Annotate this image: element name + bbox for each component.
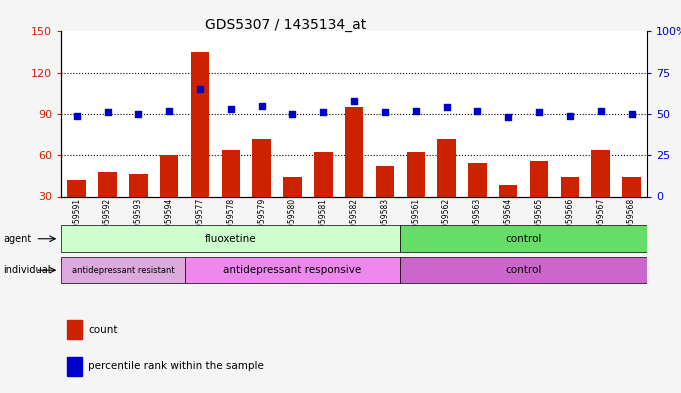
FancyBboxPatch shape xyxy=(400,257,647,283)
Point xyxy=(565,112,575,119)
Bar xyxy=(468,163,487,238)
Bar xyxy=(67,320,82,340)
Point xyxy=(133,111,144,117)
Point xyxy=(503,114,513,120)
Bar xyxy=(191,52,209,238)
Bar xyxy=(253,139,271,238)
Text: control: control xyxy=(505,265,542,275)
Bar xyxy=(129,174,148,238)
FancyBboxPatch shape xyxy=(61,257,185,283)
Point xyxy=(72,112,82,119)
Bar xyxy=(67,180,86,238)
Point xyxy=(595,108,606,114)
Point xyxy=(626,111,637,117)
Bar xyxy=(98,172,116,238)
Text: control: control xyxy=(505,234,542,244)
Point xyxy=(102,109,113,116)
Point xyxy=(411,108,422,114)
Point xyxy=(349,97,360,104)
Bar xyxy=(376,166,394,238)
Point xyxy=(318,109,329,116)
Text: individual: individual xyxy=(3,265,51,275)
Point xyxy=(256,103,267,109)
Bar xyxy=(314,152,332,238)
Bar xyxy=(283,177,302,238)
Text: percentile rank within the sample: percentile rank within the sample xyxy=(89,361,264,371)
Point xyxy=(163,108,174,114)
Text: antidepressant responsive: antidepressant responsive xyxy=(223,265,362,275)
Point xyxy=(534,109,545,116)
Bar xyxy=(67,357,82,376)
Bar xyxy=(437,139,456,238)
FancyBboxPatch shape xyxy=(61,226,400,252)
Bar xyxy=(160,155,178,238)
Bar xyxy=(221,150,240,238)
Bar xyxy=(530,161,548,238)
Bar xyxy=(407,152,425,238)
Bar xyxy=(345,107,364,238)
Bar xyxy=(560,177,579,238)
Point xyxy=(379,109,390,116)
FancyBboxPatch shape xyxy=(185,257,400,283)
Text: agent: agent xyxy=(3,234,31,244)
Text: antidepressant resistant: antidepressant resistant xyxy=(72,266,174,275)
Point xyxy=(195,86,206,92)
Point xyxy=(225,106,236,112)
Bar xyxy=(499,185,518,238)
Bar xyxy=(592,150,610,238)
FancyBboxPatch shape xyxy=(400,226,647,252)
Text: count: count xyxy=(89,325,118,335)
Point xyxy=(472,108,483,114)
Text: fluoxetine: fluoxetine xyxy=(205,234,257,244)
Point xyxy=(287,111,298,117)
Bar xyxy=(622,177,641,238)
Point xyxy=(441,104,452,110)
Text: GDS5307 / 1435134_at: GDS5307 / 1435134_at xyxy=(206,18,366,32)
